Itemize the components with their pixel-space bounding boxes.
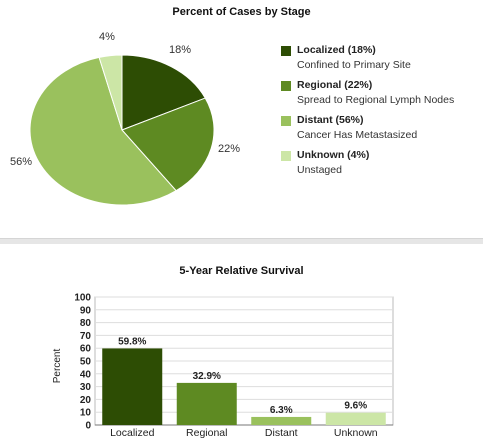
- legend-desc: Confined to Primary Site: [297, 59, 411, 71]
- legend-name: Localized (18%): [297, 44, 376, 56]
- bar-category-label: Unknown: [334, 427, 378, 439]
- bar-ytick-label: 70: [80, 331, 92, 342]
- bar-category-label: Localized: [110, 427, 155, 439]
- bar-value-label: 32.9%: [193, 371, 221, 382]
- pie-slice-localized: [121, 54, 206, 131]
- bar-ytick-label: 50: [80, 357, 92, 368]
- legend-name: Regional (22%): [297, 79, 373, 91]
- pie-label-unknown: 4%: [99, 31, 115, 43]
- bar-ytick-label: 40: [80, 369, 92, 380]
- pie-chart-title: Percent of Cases by Stage: [172, 6, 311, 18]
- bar-value-label: 59.8%: [118, 336, 146, 347]
- bar-value-label: 9.6%: [344, 401, 367, 412]
- bar-unknown: [325, 412, 386, 425]
- bar-chart-title: 5-Year Relative Survival: [179, 265, 304, 277]
- bar-ytick-label: 0: [85, 421, 91, 432]
- bar-category-label: Regional: [186, 427, 227, 439]
- legend-desc: Cancer Has Metastasized: [297, 129, 418, 141]
- bar-category-label: Distant: [265, 427, 298, 439]
- bar-value-label: 6.3%: [270, 405, 293, 416]
- pie-slice-unknown: [98, 54, 123, 131]
- bar-ytick-label: 90: [80, 305, 92, 316]
- pie-slice-regional: [121, 97, 215, 192]
- legend-swatch-distant: [281, 116, 291, 126]
- bar-ytick-label: 20: [80, 395, 92, 406]
- bar-regional: [176, 382, 237, 425]
- bar-localized: [102, 348, 163, 425]
- bar-ytick-label: 30: [80, 382, 92, 393]
- bar-ytick-label: 60: [80, 344, 92, 355]
- legend-swatch-regional: [281, 81, 291, 91]
- pie-label-distant: 56%: [10, 156, 33, 168]
- legend-swatch-unknown: [281, 151, 291, 161]
- legend-name: Distant (56%): [297, 114, 364, 126]
- bar-ylabel: Percent: [52, 349, 63, 384]
- bar-ytick-label: 80: [80, 318, 92, 329]
- bar-distant: [251, 416, 312, 425]
- section-divider: [0, 238, 483, 244]
- legend-name: Unknown (4%): [297, 149, 370, 161]
- bar-ytick-label: 100: [74, 293, 91, 304]
- pie-label-localized: 18%: [169, 44, 192, 56]
- legend-swatch-localized: [281, 46, 291, 56]
- pie-slice-distant: [29, 56, 177, 206]
- pie-label-regional: 22%: [218, 143, 241, 155]
- pie-chart: [29, 54, 215, 206]
- legend-desc: Spread to Regional Lymph Nodes: [297, 94, 455, 106]
- bar-ytick-label: 10: [80, 408, 92, 419]
- legend-desc: Unstaged: [297, 164, 342, 176]
